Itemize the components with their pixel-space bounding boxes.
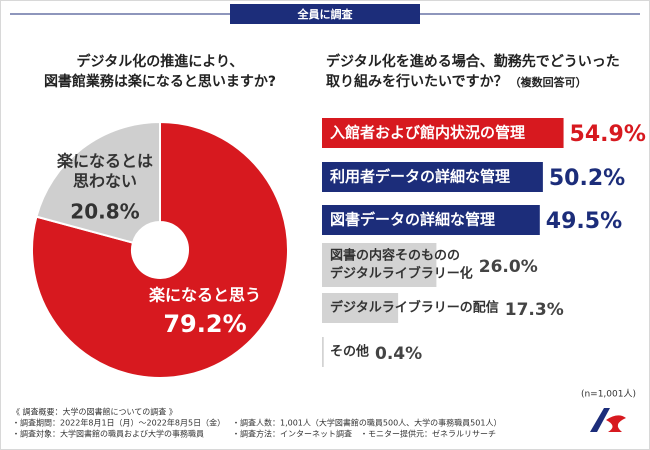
bar-label: 利用者データの詳細な管理 bbox=[330, 168, 510, 186]
slice-value: 79.2% bbox=[163, 310, 246, 338]
logo bbox=[590, 408, 626, 432]
slice-value: 20.8% bbox=[70, 200, 139, 224]
header-tag: 全員に調査 bbox=[297, 7, 353, 21]
header-tag-box bbox=[230, 4, 420, 24]
pie-slice bbox=[35, 120, 161, 244]
slice-label: 楽になると思う bbox=[148, 286, 261, 305]
bar-label: 図書の内容そのものの bbox=[330, 248, 460, 264]
bar bbox=[322, 118, 564, 148]
footer-note: ・調査方法：インターネット調査 bbox=[232, 429, 352, 439]
sample-note: (n=1,001人) bbox=[581, 389, 636, 400]
bar-label: デジタルライブラリー化 bbox=[330, 266, 473, 282]
chart-title: 取り組みを行いたいですか？ bbox=[326, 73, 508, 90]
bar-label: その他 bbox=[330, 344, 369, 360]
footer-note: ・調査期間：2022年8月1日（月）～2022年8月5日（金） bbox=[12, 418, 225, 428]
bar-value: 17.3% bbox=[505, 300, 564, 320]
bar-value: 54.9% bbox=[570, 122, 646, 147]
bar-label: 入館者および館内状況の管理 bbox=[330, 124, 525, 142]
chart-subtitle: （複数回答可） bbox=[510, 75, 587, 89]
bar-value: 26.0% bbox=[479, 257, 538, 277]
footer-note: 《 調査概要：大学の図書館についての調査 》 bbox=[12, 407, 177, 417]
bar-value: 0.4% bbox=[375, 344, 422, 364]
footer-note: ・モニター提供元：ゼネラルリサーチ bbox=[360, 429, 496, 439]
bar bbox=[322, 205, 540, 235]
chart-title: 図書館業務は楽になると思いますか? bbox=[44, 73, 276, 90]
chart-title: デジタル化の推進により、 bbox=[77, 53, 244, 70]
bar-label: 図書データの詳細な管理 bbox=[330, 211, 495, 229]
bar-value: 50.2% bbox=[549, 166, 625, 191]
slice-label: 楽になるとは bbox=[56, 152, 153, 171]
bar-label: デジタルライブラリーの配信 bbox=[330, 300, 499, 316]
pie-slice bbox=[31, 120, 289, 379]
chart-title: デジタル化を進める場合、勤務先でどういった bbox=[326, 53, 620, 70]
bar bbox=[322, 243, 437, 287]
footer-note: ・調査人数：1,001人（大学図書館の職員500人、大学の事務職員501人） bbox=[232, 418, 501, 428]
footer-note: ・調査対象：大学図書館の職員および大学の事務職員 bbox=[12, 429, 204, 439]
slice-label: 思わない bbox=[73, 172, 137, 191]
bar bbox=[322, 162, 543, 192]
bar bbox=[322, 337, 324, 367]
bar bbox=[322, 293, 399, 323]
bar-value: 49.5% bbox=[546, 209, 622, 234]
